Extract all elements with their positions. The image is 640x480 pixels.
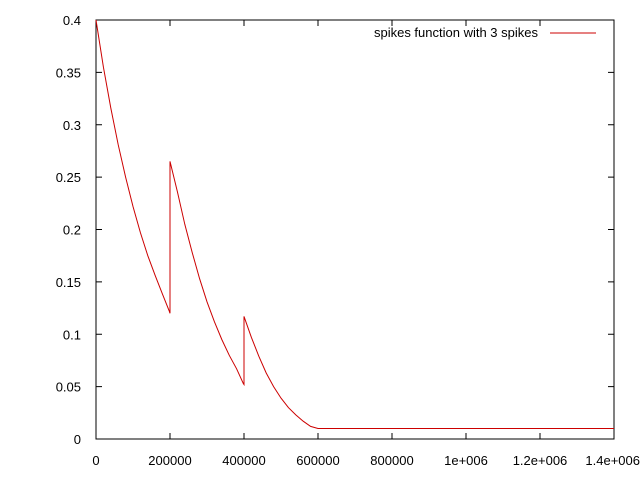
- y-tick-label: 0.25: [56, 170, 81, 185]
- y-tick-label: 0: [74, 432, 81, 447]
- x-tick-label: 800000: [370, 453, 413, 468]
- x-tick-label: 1.2e+006: [513, 453, 568, 468]
- y-tick-label: 0.05: [56, 380, 81, 395]
- y-tick-label: 0.15: [56, 275, 81, 290]
- x-tick-label: 200000: [148, 453, 191, 468]
- y-tick-label: 0.4: [63, 13, 81, 28]
- plot-frame: [95, 19, 615, 440]
- y-tick-label: 0.1: [63, 327, 81, 342]
- y-tick-label: 0.3: [63, 118, 81, 133]
- x-tick-label: 400000: [222, 453, 265, 468]
- x-tick-label: 0: [92, 453, 99, 468]
- series-layer: [95, 19, 614, 429]
- legend-entry-label: spikes function with 3 spikes: [374, 25, 539, 40]
- x-tick-label: 1.4e+006: [585, 453, 640, 468]
- x-axis: 0 200000 400000 600000 800000 1e+006 1.2e+006 1…: [92, 20, 640, 468]
- series-line-0: [95, 19, 614, 429]
- plot-border: [95, 19, 615, 440]
- x-tick-label: 1e+006: [444, 453, 488, 468]
- y-tick-label: 0.2: [63, 223, 81, 238]
- x-tick-label: 600000: [296, 453, 339, 468]
- y-tick-label: 0.35: [56, 65, 81, 80]
- y-axis: 0 0.05 0.1 0.15 0.2 0.25 0.3 0.35 0.4: [56, 13, 614, 447]
- legend: spikes function with 3 spikes: [374, 25, 596, 40]
